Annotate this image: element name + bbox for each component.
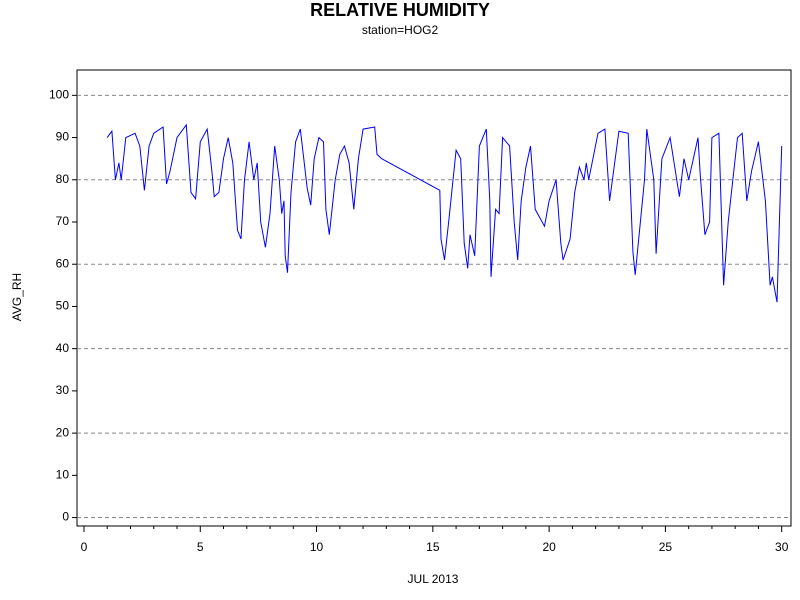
y-tick-label: 80	[56, 172, 70, 186]
x-axis-label: JUL 2013	[408, 572, 459, 586]
x-tick-label: 15	[426, 540, 440, 554]
y-tick-label: 50	[56, 299, 70, 313]
y-tick-label: 100	[49, 88, 69, 102]
y-tick-label: 60	[56, 256, 70, 270]
x-tick-label: 0	[81, 540, 88, 554]
y-tick-label: 90	[56, 130, 70, 144]
y-tick-label: 70	[56, 214, 70, 228]
y-tick-label: 30	[56, 383, 70, 397]
x-tick-label: 10	[310, 540, 324, 554]
y-tick-label: 40	[56, 341, 70, 355]
chart-subtitle: station=HOG2	[362, 23, 439, 37]
chart-title: RELATIVE HUMIDITY	[310, 0, 490, 20]
y-tick-label: 10	[56, 468, 70, 482]
x-tick-label: 25	[659, 540, 673, 554]
y-axis-label: AVG_RH	[10, 273, 24, 321]
y-tick-label: 0	[62, 510, 69, 524]
x-tick-label: 30	[775, 540, 789, 554]
x-tick-label: 5	[197, 540, 204, 554]
plot-frame	[76, 69, 792, 527]
y-tick-label: 20	[56, 425, 70, 439]
data-line	[106, 123, 783, 303]
x-tick-label: 20	[542, 540, 556, 554]
